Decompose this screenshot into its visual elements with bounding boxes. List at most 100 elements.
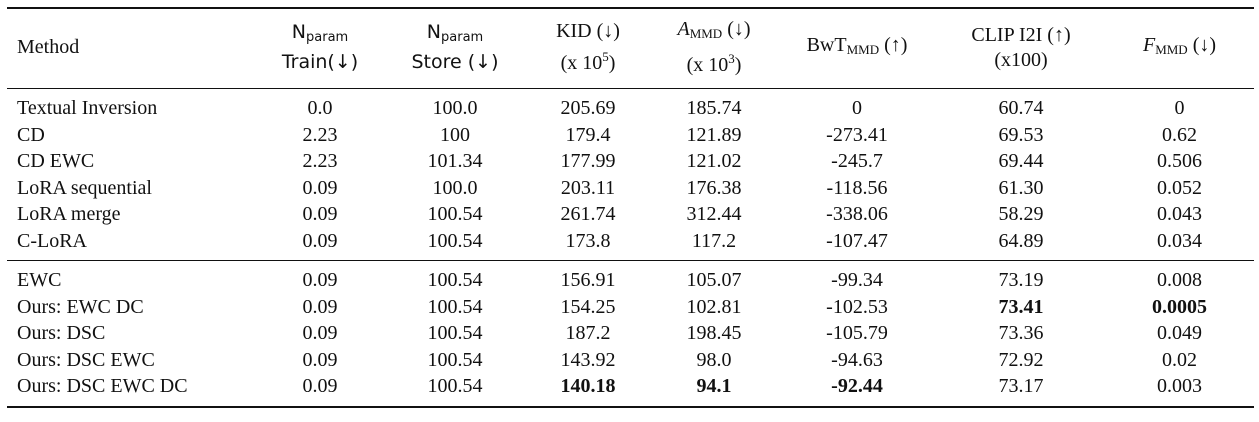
header-ammd: AMMD (↓) (x 103) bbox=[677, 18, 751, 76]
table-row: CD EWC 2.23 101.34 177.99 121.02 -245.7 69.44 0… bbox=[7, 148, 1254, 175]
cell-bwt: -118.56 bbox=[826, 176, 888, 199]
header-clip: CLIP I2I (↑) (x100) bbox=[971, 23, 1071, 71]
cell-method: EWC bbox=[7, 260, 255, 294]
table-row: Ours: DSC 0.09 100.54 187.2 198.45 -105.79 73.… bbox=[7, 320, 1254, 347]
cell-bwt: -107.47 bbox=[826, 229, 888, 252]
table-row: Ours: EWC DC 0.09 100.54 154.25 102.81 -102.5… bbox=[7, 294, 1254, 321]
cell-train: 0.0 bbox=[255, 88, 385, 122]
cell-method: Ours: DSC EWC DC bbox=[7, 373, 255, 408]
cell-kid: 177.99 bbox=[560, 150, 616, 172]
cell-fmmd: 0.043 bbox=[1157, 203, 1202, 225]
cell-store: 101.34 bbox=[427, 150, 483, 172]
cell-bwt: -273.41 bbox=[826, 123, 888, 146]
cell-method: LoRA merge bbox=[17, 203, 121, 225]
cell-ammd: 312.44 bbox=[686, 203, 742, 225]
table-row: LoRA merge 0.09 100.54 261.74 312.44 -338.06 5… bbox=[7, 201, 1254, 228]
cell-bwt: -102.53 bbox=[826, 295, 888, 318]
cell-method: Ours: EWC DC bbox=[17, 295, 144, 318]
header-bwt: BwTMMD (↑) bbox=[806, 34, 908, 57]
cell-ammd: 185.74 bbox=[651, 88, 777, 122]
cell-fmmd: 0.02 bbox=[1162, 348, 1197, 371]
cell-store: 100.54 bbox=[427, 203, 483, 225]
cell-clip: 60.74 bbox=[937, 88, 1105, 122]
cell-clip: 61.30 bbox=[998, 176, 1044, 199]
cell-train: 0.09 bbox=[302, 348, 338, 371]
cell-kid: 143.92 bbox=[560, 348, 616, 371]
cell-store: 100.54 bbox=[385, 373, 525, 408]
cell-kid: 179.4 bbox=[565, 123, 611, 146]
cell-fmmd: 0.052 bbox=[1157, 176, 1202, 199]
cell-train: 0.09 bbox=[302, 295, 338, 318]
cell-fmmd: 0.62 bbox=[1162, 123, 1197, 146]
cell-method: Textual Inversion bbox=[7, 88, 255, 122]
cell-method: Ours: DSC bbox=[17, 322, 106, 344]
cell-store: 100.0 bbox=[432, 176, 478, 199]
cell-train: 2.23 bbox=[302, 123, 338, 146]
cell-kid: 261.74 bbox=[560, 203, 616, 225]
cell-clip: 73.19 bbox=[937, 260, 1105, 294]
table-row: Ours: DSC EWC 0.09 100.54 143.92 98.0 -94.63 7… bbox=[7, 347, 1254, 374]
cell-store: 100.54 bbox=[427, 229, 483, 252]
cell-store: 100.54 bbox=[427, 322, 483, 344]
cell-kid: 173.8 bbox=[565, 229, 611, 252]
cell-ammd: 121.89 bbox=[686, 123, 742, 146]
header-row: Method Nparam Train(↓) Nparam Store (↓) … bbox=[7, 8, 1254, 89]
cell-clip: 72.92 bbox=[998, 348, 1044, 371]
cell-train: 0.09 bbox=[255, 373, 385, 408]
cell-kid: 154.25 bbox=[560, 295, 616, 318]
table-row: Textual Inversion 0.0 100.0 205.69 185.74 0 60… bbox=[7, 88, 1254, 122]
cell-ammd: 102.81 bbox=[686, 295, 742, 318]
cell-store: 100 bbox=[440, 123, 470, 146]
cell-store: 100.54 bbox=[385, 260, 525, 294]
cell-clip: 73.41 bbox=[998, 295, 1044, 318]
cell-clip: 73.17 bbox=[937, 373, 1105, 408]
header-nparam-store: Nparam Store (↓) bbox=[411, 21, 499, 73]
cell-ammd: 105.07 bbox=[651, 260, 777, 294]
cell-kid: 140.18 bbox=[525, 373, 651, 408]
cell-ammd: 121.02 bbox=[686, 150, 742, 172]
table-row: LoRA sequential 0.09 100.0 203.11 176.38 -118… bbox=[7, 175, 1254, 202]
cell-train: 0.09 bbox=[302, 203, 338, 225]
cell-bwt: 0 bbox=[777, 88, 937, 122]
cell-method: CD bbox=[17, 123, 45, 146]
header-method: Method bbox=[17, 36, 80, 58]
cell-method: C-LoRA bbox=[17, 229, 87, 252]
cell-train: 2.23 bbox=[302, 150, 338, 172]
cell-clip: 69.44 bbox=[998, 150, 1044, 172]
cell-store: 100.54 bbox=[427, 295, 483, 318]
cell-train: 0.09 bbox=[255, 260, 385, 294]
cell-bwt: -92.44 bbox=[777, 373, 937, 408]
cell-fmmd: 0.034 bbox=[1157, 229, 1202, 252]
cell-train: 0.09 bbox=[302, 176, 338, 199]
header-nparam-train: Nparam Train(↓) bbox=[281, 21, 359, 73]
cell-method: CD EWC bbox=[17, 150, 95, 172]
results-table: Method Nparam Train(↓) Nparam Store (↓) … bbox=[7, 7, 1254, 408]
cell-ammd: 117.2 bbox=[691, 229, 737, 252]
cell-ammd: 198.45 bbox=[686, 322, 742, 344]
cell-bwt: -338.06 bbox=[826, 203, 888, 225]
cell-clip: 58.29 bbox=[998, 203, 1044, 225]
cell-kid: 203.11 bbox=[560, 176, 616, 199]
cell-clip: 69.53 bbox=[998, 123, 1044, 146]
cell-train: 0.09 bbox=[302, 322, 338, 344]
cell-bwt: -245.7 bbox=[831, 150, 883, 172]
cell-fmmd: 0.506 bbox=[1157, 150, 1202, 172]
cell-ammd: 98.0 bbox=[696, 348, 732, 371]
cell-clip: 64.89 bbox=[998, 229, 1044, 252]
cell-method: LoRA sequential bbox=[17, 176, 152, 199]
cell-store: 100.54 bbox=[427, 348, 483, 371]
cell-bwt: -94.63 bbox=[831, 348, 883, 371]
cell-fmmd: 0.003 bbox=[1105, 373, 1254, 408]
cell-train: 0.09 bbox=[302, 229, 338, 252]
cell-kid: 156.91 bbox=[525, 260, 651, 294]
table-row: CD 2.23 100 179.4 121.89 -273.41 69.53 0.62 bbox=[7, 122, 1254, 149]
cell-fmmd: 0.049 bbox=[1157, 322, 1202, 344]
cell-fmmd: 0 bbox=[1105, 88, 1254, 122]
header-kid: KID (↓) (x 105) bbox=[556, 20, 620, 74]
cell-ammd: 94.1 bbox=[651, 373, 777, 408]
cell-fmmd: 0.0005 bbox=[1152, 295, 1207, 318]
table-row: EWC 0.09 100.54 156.91 105.07 -99.34 73.19 0.00… bbox=[7, 260, 1254, 294]
header-fmmd: FMMD (↓) bbox=[1142, 34, 1217, 57]
table-row: Ours: DSC EWC DC 0.09 100.54 140.18 94.1 -92.… bbox=[7, 373, 1254, 408]
table-row: C-LoRA 0.09 100.54 173.8 117.2 -107.47 64.89 0.… bbox=[7, 228, 1254, 261]
